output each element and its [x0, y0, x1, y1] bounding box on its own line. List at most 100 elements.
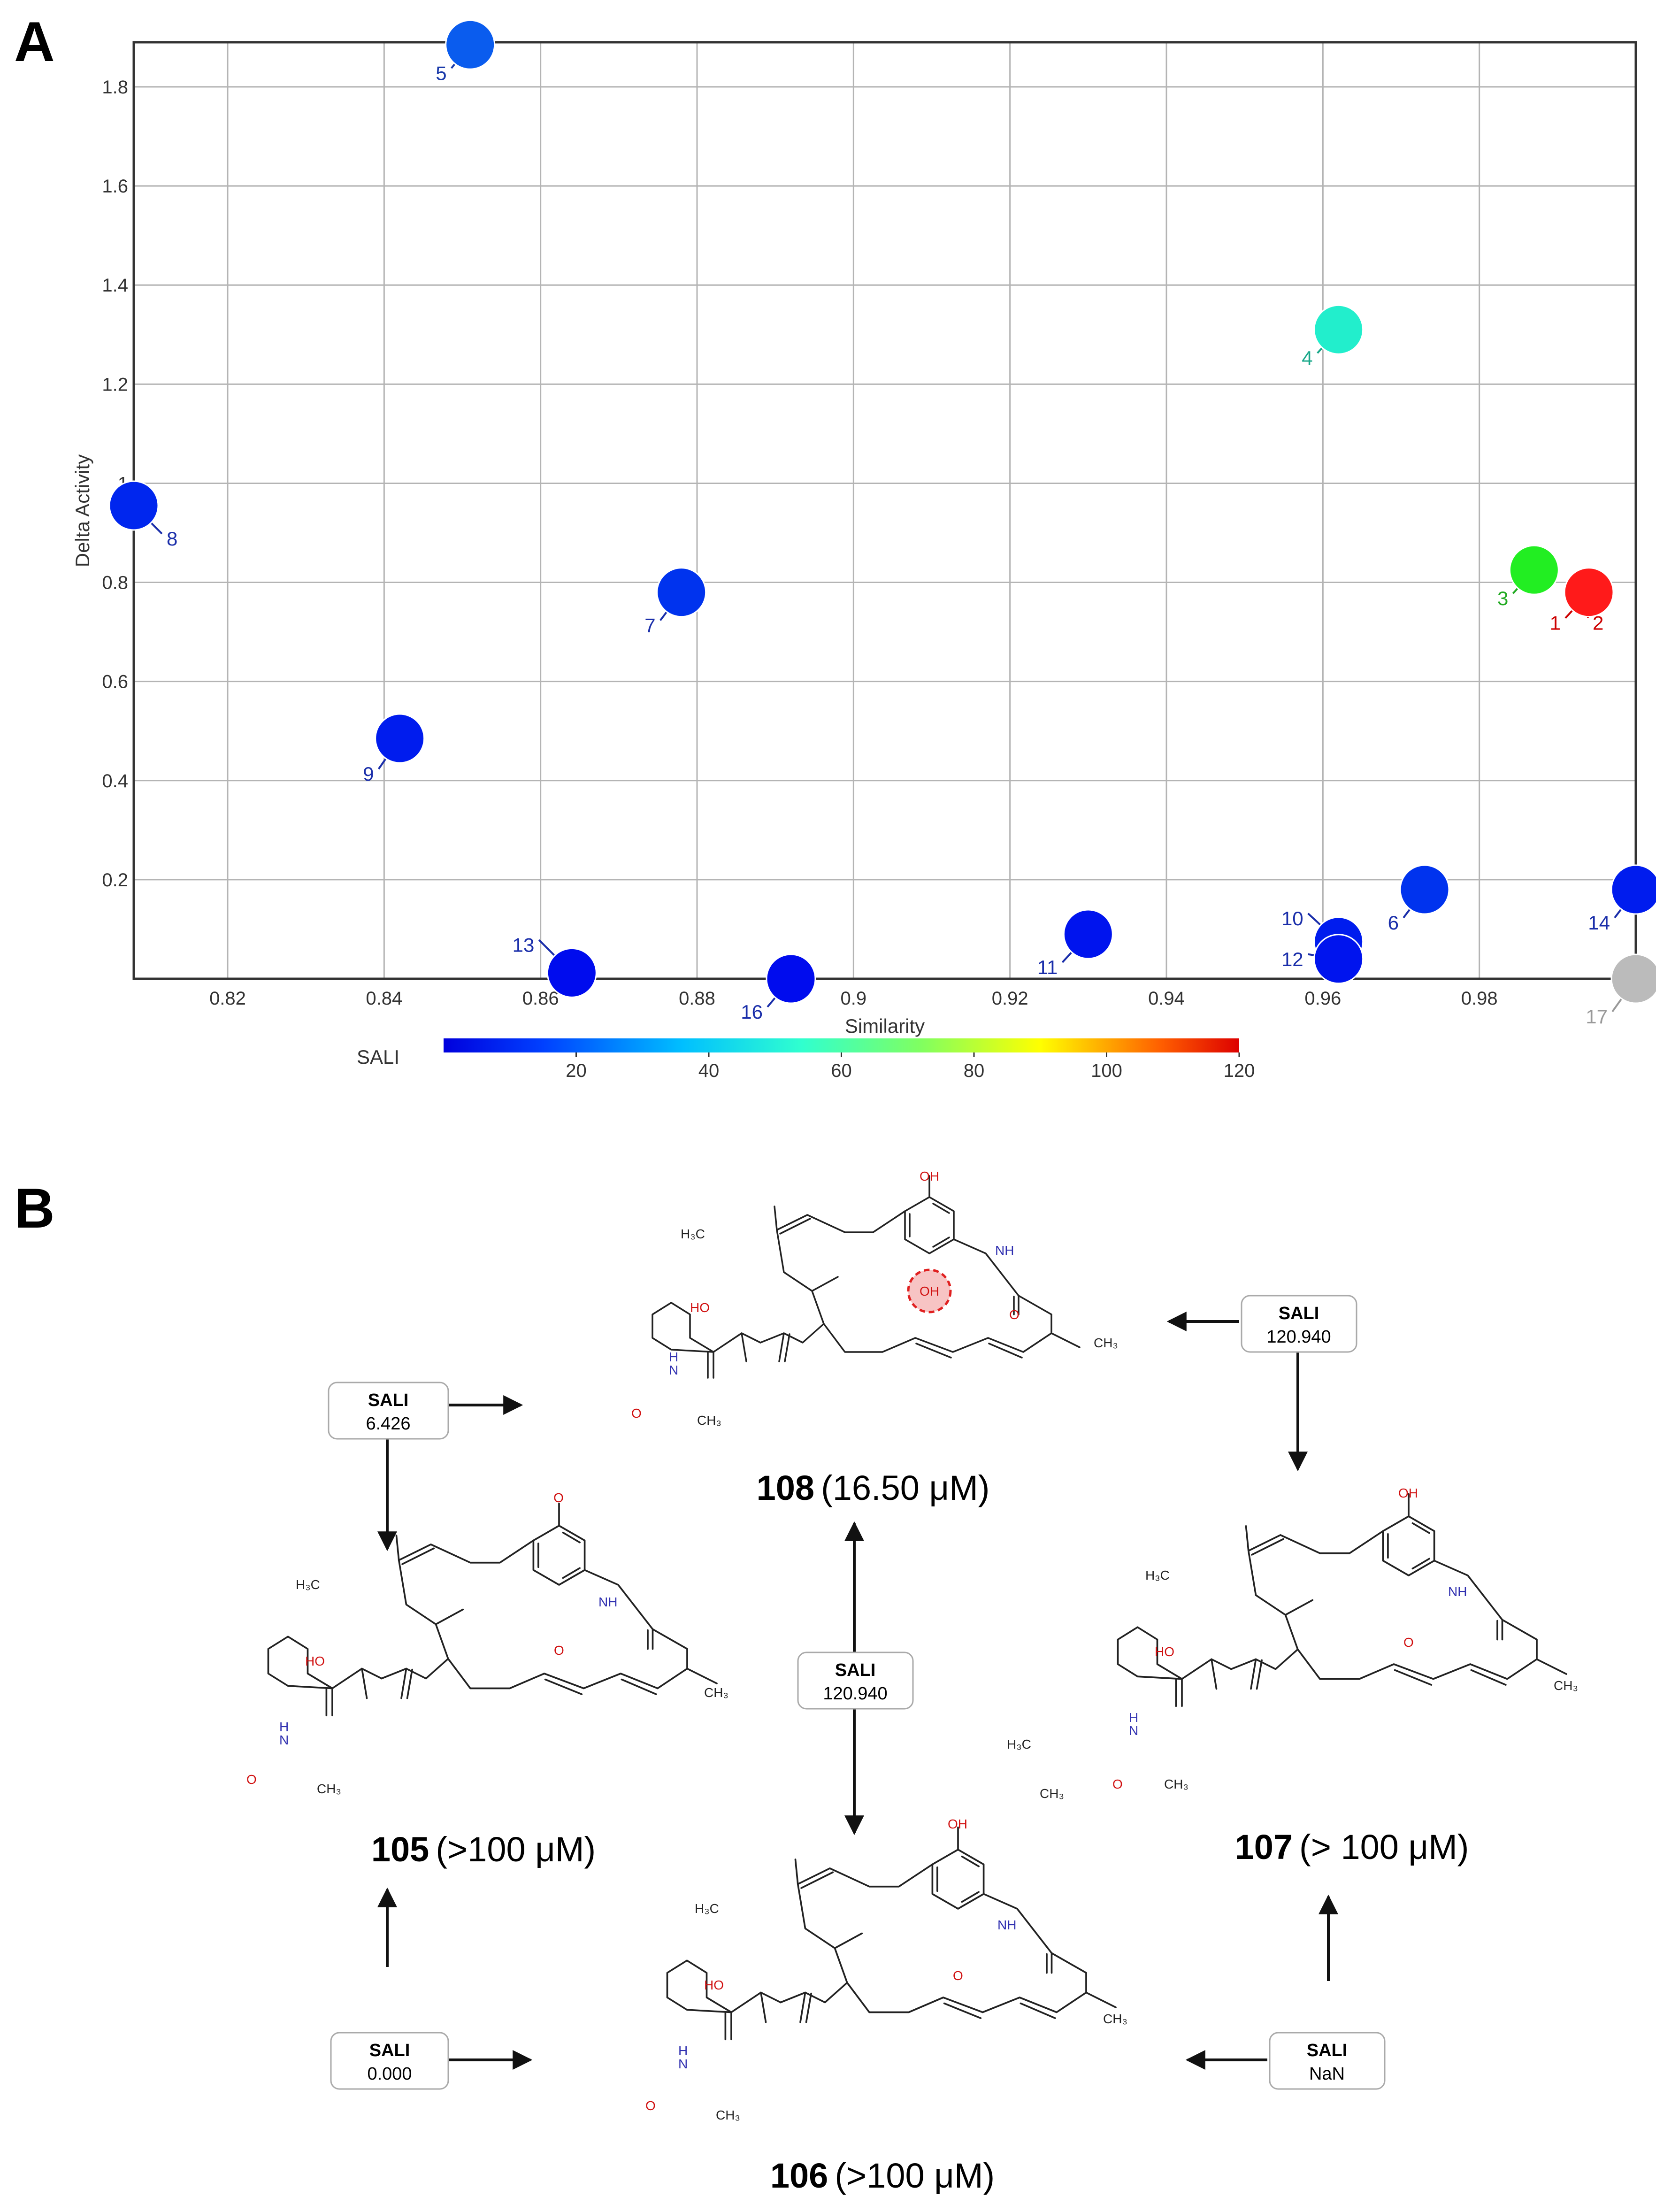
- svg-text:NH: NH: [997, 1918, 1016, 1932]
- y-tick-label: 1.2: [102, 374, 128, 395]
- panel-a-label: A: [14, 10, 55, 73]
- compound-107-caption: 107 (> 100 μM): [1235, 1828, 1469, 1866]
- svg-text:O: O: [246, 1772, 257, 1787]
- point-label-1: 1: [1550, 612, 1561, 634]
- svg-text:OH: OH: [920, 1284, 939, 1298]
- x-tick-label: 0.98: [1461, 988, 1498, 1009]
- svg-text:SALI: SALI: [1307, 2041, 1348, 2060]
- x-tick-label: 0.88: [679, 988, 715, 1009]
- x-axis-label: Similarity: [845, 1015, 925, 1037]
- y-tick-label: 0.8: [102, 573, 128, 593]
- svg-text:H: H: [1129, 1710, 1138, 1725]
- svg-text:NH: NH: [995, 1243, 1014, 1258]
- point-label-12: 12: [1281, 948, 1303, 970]
- svg-text:CH₃: CH₃: [1164, 1777, 1188, 1791]
- svg-text:CH₃: CH₃: [1040, 1786, 1064, 1801]
- point-8: [108, 480, 159, 531]
- point-11: [1063, 909, 1113, 960]
- svg-text:6.426: 6.426: [366, 1414, 410, 1434]
- y-tick-label: 1.4: [102, 275, 128, 296]
- svg-text:CH₃: CH₃: [704, 1685, 728, 1700]
- svg-text:O: O: [1009, 1307, 1020, 1322]
- point-13: [546, 947, 597, 998]
- svg-text:CH₃: CH₃: [1554, 1678, 1578, 1693]
- sali-box-center: SALI 120.940: [797, 1651, 914, 1710]
- compound-106-caption: 106 (>100 μM): [770, 2156, 995, 2195]
- svg-text:H: H: [669, 1350, 678, 1364]
- colorbar-tick-label: 20: [566, 1060, 587, 1081]
- svg-text:HO: HO: [704, 1978, 724, 1992]
- panel-b-label: B: [14, 1177, 55, 1240]
- colorbar-tick-label: 120: [1224, 1060, 1255, 1081]
- svg-text:N: N: [279, 1733, 289, 1747]
- point-label-10: 10: [1281, 907, 1303, 929]
- svg-text:SALI: SALI: [369, 2041, 410, 2060]
- colorbar-ticks: 20 40 60 80 100 120: [566, 1052, 1255, 1081]
- colorbar-label: SALI: [357, 1046, 399, 1068]
- y-tick-label: 0.2: [102, 870, 128, 891]
- y-tick-label: 1.6: [102, 176, 128, 197]
- point-label-3: 3: [1497, 587, 1508, 609]
- point-5: [445, 19, 496, 70]
- structure-107: OH NH H₃C HO O CH₃ H₃C CH₃ H N O CH₃ 107…: [1007, 1486, 1578, 1866]
- point-label-7: 7: [644, 614, 655, 637]
- y-tick-label: 0.4: [102, 771, 128, 791]
- point-9: [375, 713, 425, 764]
- y-axis-label: Delta Activity: [71, 454, 93, 567]
- svg-text:CH₃: CH₃: [716, 2108, 740, 2122]
- svg-text:O: O: [645, 2098, 656, 2113]
- svg-text:HO: HO: [1155, 1644, 1174, 1659]
- plot-grid: [134, 42, 1636, 979]
- point-label-4: 4: [1302, 347, 1312, 369]
- svg-text:O: O: [953, 1968, 963, 1983]
- svg-text:O: O: [553, 1490, 564, 1505]
- colorbar-tick-label: 40: [698, 1060, 720, 1081]
- svg-text:CH₃: CH₃: [317, 1782, 341, 1796]
- svg-text:O: O: [631, 1406, 642, 1421]
- svg-text:H₃C: H₃C: [1145, 1568, 1170, 1582]
- svg-text:H₃C: H₃C: [1007, 1737, 1031, 1751]
- svg-text:H₃C: H₃C: [681, 1227, 705, 1241]
- point-2: [1564, 567, 1614, 618]
- svg-text:CH₃: CH₃: [697, 1413, 721, 1428]
- svg-text:NaN: NaN: [1309, 2064, 1345, 2084]
- y-tick-label: 0.6: [102, 672, 128, 692]
- svg-text:H: H: [678, 2043, 688, 2058]
- svg-text:OH: OH: [920, 1169, 939, 1183]
- svg-text:CH₃: CH₃: [1103, 2012, 1127, 2026]
- svg-text:HO: HO: [690, 1300, 710, 1315]
- sali-box-left-top: SALI 6.426: [328, 1382, 449, 1440]
- point-17: [1610, 953, 1656, 1004]
- svg-text:OH: OH: [1398, 1486, 1418, 1500]
- svg-text:N: N: [669, 1363, 678, 1377]
- svg-text:H: H: [279, 1720, 289, 1734]
- point-7: [656, 567, 707, 618]
- structure-108: OH NH H₃C HO OH O CH₃ H N O CH₃ 108 (16.5…: [631, 1169, 1118, 1507]
- sali-box-right-top: SALI 120.940: [1241, 1295, 1357, 1353]
- x-tick-label: 0.96: [1304, 988, 1341, 1009]
- colorbar-tick-label: 60: [831, 1060, 852, 1081]
- svg-text:CH₃: CH₃: [1094, 1336, 1118, 1350]
- svg-text:O: O: [1403, 1635, 1414, 1650]
- point-label-17: 17: [1586, 1006, 1608, 1028]
- point-label-9: 9: [363, 763, 374, 785]
- highlighted-oh-circle: [907, 1268, 952, 1313]
- plot-frame: [132, 41, 1637, 980]
- point-label-5: 5: [436, 62, 446, 84]
- point-6: [1399, 864, 1450, 915]
- svg-text:NH: NH: [598, 1595, 617, 1609]
- svg-text:O: O: [554, 1643, 564, 1658]
- colorbar-tick-label: 100: [1091, 1060, 1122, 1081]
- x-tick-label: 0.86: [522, 988, 559, 1009]
- compound-108-caption: 108 (16.50 μM): [757, 1468, 990, 1507]
- point-label-8: 8: [167, 528, 177, 550]
- x-tick-label: 0.92: [992, 988, 1028, 1009]
- sali-box-right-bottom: SALI NaN: [1269, 2032, 1386, 2090]
- svg-text:NH: NH: [1448, 1584, 1467, 1599]
- x-tick-label: 0.84: [366, 988, 402, 1009]
- y-tick-label: 1.8: [102, 77, 128, 98]
- x-tick-label: 0.82: [209, 988, 246, 1009]
- structure-105: O NH H₃C HO O CH₃ H N O CH₃ 105 (>100 μM): [246, 1490, 728, 1869]
